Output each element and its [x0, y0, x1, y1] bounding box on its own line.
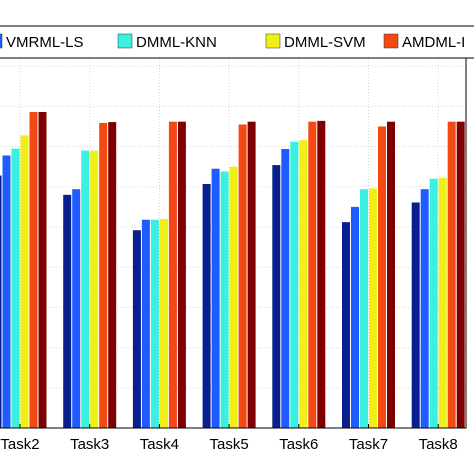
bar-task2-series-3: [11, 148, 20, 429]
bar-task4-series-2: [141, 219, 150, 428]
x-tick-labels: Task2 Task3 Task4 Task5 Task6 Task7 Task8: [0, 424, 458, 453]
bar-task6-series-6: [317, 120, 326, 428]
bar-task6-series-5: [308, 121, 317, 429]
x-tick-label: Task3: [70, 436, 109, 453]
x-tick-label: Task4: [140, 436, 179, 453]
bar-task2-series-1: [0, 175, 2, 428]
bar-task5-series-3: [220, 171, 229, 429]
bar-task5-series-2: [211, 168, 220, 428]
legend-swatch: [265, 33, 281, 49]
bar-task5-series-5: [238, 124, 247, 429]
bar-task6-series-3: [290, 141, 299, 428]
bar-task4-series-6: [177, 121, 186, 429]
bar-task3-series-1: [63, 194, 72, 428]
bar-task8-series-4: [438, 177, 447, 428]
bar-task7-series-2: [351, 206, 359, 428]
bar-task4-series-1: [132, 230, 141, 428]
bar-task7-series-1: [342, 222, 350, 428]
bar-task7-series-4: [369, 188, 377, 428]
bars: [0, 112, 465, 429]
bar-task3-series-2: [72, 189, 81, 428]
bar-task5-series-4: [229, 166, 238, 428]
x-tick-label: Task5: [210, 436, 249, 453]
legend-label: AMDML-I: [402, 34, 465, 51]
bar-task4-series-3: [150, 219, 159, 428]
legend: VMRML-LS DMML-KNN DMML-SVM AMDML-I: [0, 25, 474, 59]
bar-task8-series-1: [411, 202, 420, 428]
bar-task8-series-6: [456, 121, 465, 429]
legend-swatch: [117, 33, 133, 49]
bar-task3-series-5: [99, 122, 108, 428]
bar-task3-series-4: [90, 150, 99, 428]
legend-swatch: [383, 33, 399, 49]
bar-task5-series-6: [247, 121, 256, 429]
x-tick-label: Task6: [279, 436, 318, 453]
bar-task3-series-3: [81, 150, 90, 428]
x-tick-label: Task2: [0, 436, 39, 453]
x-tick-label: Task8: [419, 436, 458, 453]
legend-label: DMML-SVM: [284, 34, 366, 51]
bar-task8-series-2: [420, 189, 429, 428]
bar-task8-series-3: [429, 178, 438, 428]
bar-task6-series-4: [299, 140, 308, 428]
bar-task5-series-1: [202, 183, 211, 428]
bar-task2-series-6: [38, 112, 47, 428]
bar-task4-series-5: [168, 121, 177, 429]
x-tick-label: Task7: [349, 436, 388, 453]
bar-task2-series-4: [20, 135, 29, 428]
bar-task6-series-2: [281, 149, 290, 428]
bar-task2-series-2: [2, 155, 11, 428]
bar-task7-series-3: [360, 189, 368, 428]
bar-task7-series-6: [387, 121, 395, 429]
bar-task8-series-5: [447, 121, 456, 429]
bar-task6-series-1: [272, 165, 281, 429]
grid-lines: [0, 26, 466, 428]
bar-task2-series-5: [29, 112, 38, 428]
bar-task3-series-6: [108, 122, 117, 428]
legend-label: DMML-KNN: [136, 34, 217, 51]
legend-label: VMRML-LS: [6, 34, 84, 51]
bar-task7-series-5: [378, 126, 386, 428]
bar-task4-series-4: [159, 218, 168, 428]
legend-swatch: [0, 33, 3, 49]
